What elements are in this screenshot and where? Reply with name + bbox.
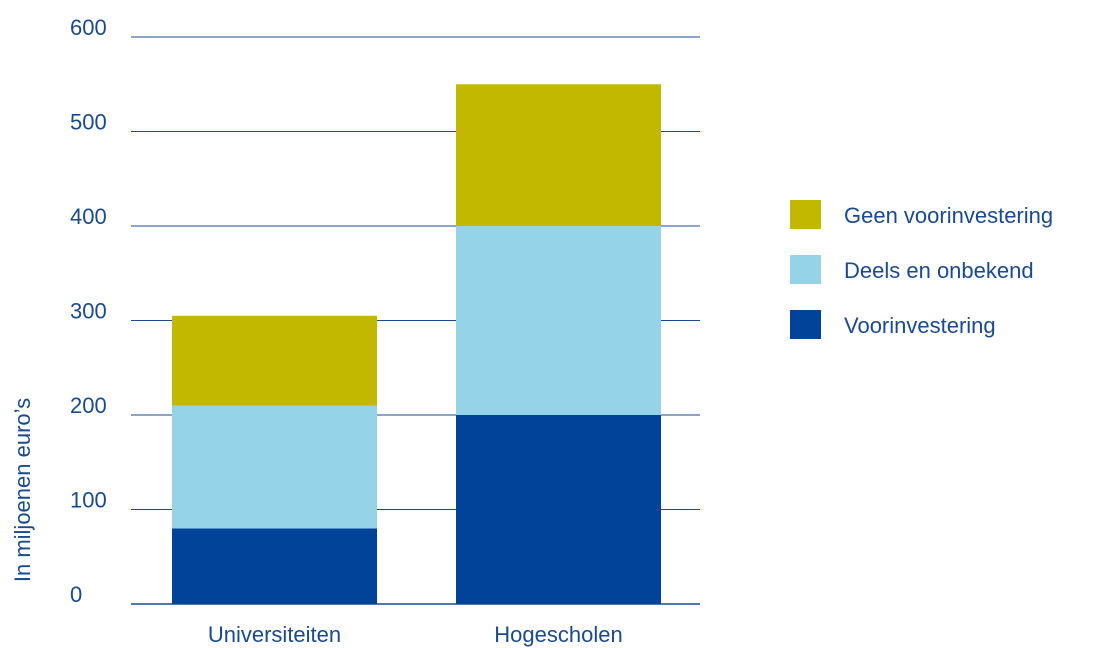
y-tick-label: 400	[70, 204, 107, 229]
y-tick-label: 200	[70, 393, 107, 418]
y-tick-label: 300	[70, 299, 107, 324]
bar-segment	[456, 415, 661, 604]
y-tick-label: 0	[70, 582, 82, 607]
y-tick-label: 600	[70, 15, 107, 40]
legend-swatch	[790, 255, 821, 284]
legend: Geen voorinvestering Deels en onbekend Voo…	[790, 200, 1053, 339]
bar-segment	[456, 226, 661, 415]
legend-label: Geen voorinvestering	[844, 203, 1053, 228]
legend-swatch	[790, 200, 821, 229]
bars	[172, 84, 661, 604]
x-category-label: Universiteiten	[208, 622, 341, 647]
y-tick-label: 100	[70, 488, 107, 513]
bar-segment	[172, 315, 377, 406]
y-axis-title: In miljoenen euro’s	[10, 398, 35, 582]
legend-label: Voorinvestering	[844, 313, 996, 338]
y-axis-ticks: 0 100 200 300 400 500 600	[70, 15, 107, 607]
y-tick-label: 500	[70, 110, 107, 135]
x-axis-categories: Universiteiten Hogescholen	[208, 622, 623, 647]
bar-segment	[172, 405, 377, 529]
x-category-label: Hogescholen	[494, 622, 622, 647]
bar-segment	[456, 84, 661, 226]
bar-segment	[172, 528, 377, 604]
legend-swatch	[790, 310, 821, 339]
legend-label: Deels en onbekend	[844, 258, 1034, 283]
